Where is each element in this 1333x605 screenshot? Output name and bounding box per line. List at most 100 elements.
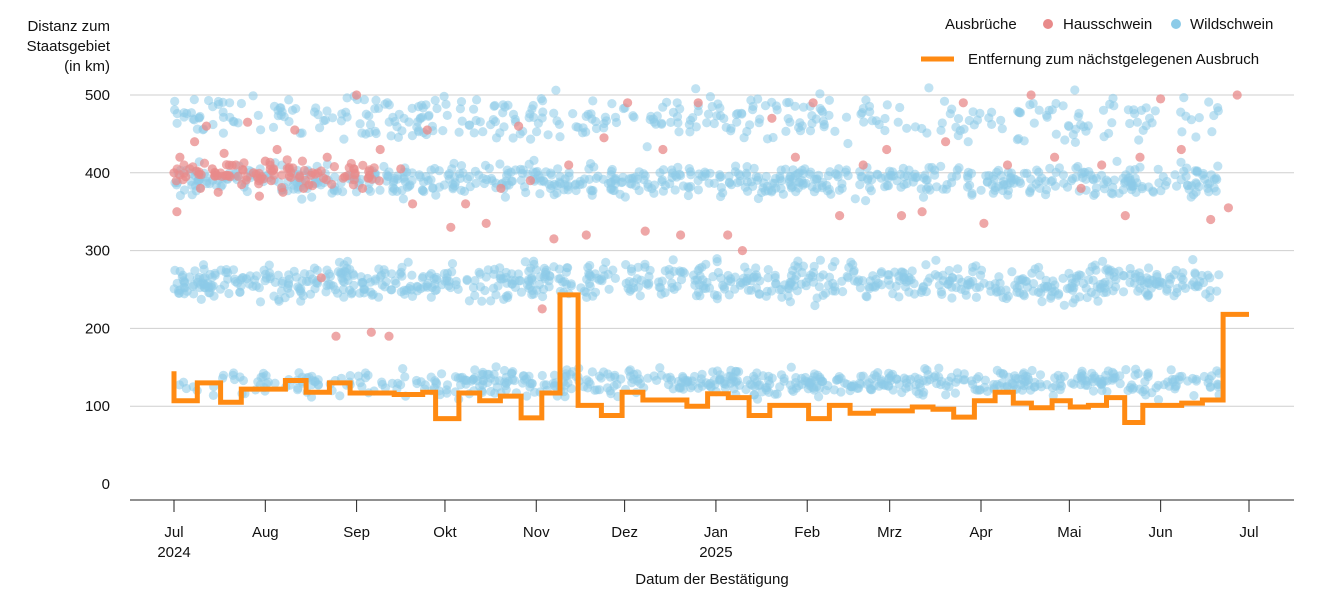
wildschwein-point: [577, 179, 588, 189]
wildschwein-point: [1214, 270, 1224, 280]
wildschwein-point: [1060, 135, 1070, 145]
wildschwein-point: [1087, 374, 1097, 384]
wildschwein-point: [1170, 170, 1180, 180]
wildschwein-point: [969, 120, 979, 130]
wildschwein-point: [1058, 273, 1068, 283]
wildschwein-point: [174, 380, 185, 390]
wildschwein-point: [668, 255, 678, 265]
wildschwein-point: [377, 379, 387, 390]
wildschwein-point: [1125, 165, 1135, 175]
wildschwein-point: [1098, 105, 1109, 115]
wildschwein-point: [1001, 285, 1011, 295]
wildschwein-point: [181, 383, 191, 394]
wildschwein-point: [601, 116, 612, 126]
wildschwein-point: [606, 177, 616, 187]
hausschwein-point: [299, 165, 309, 176]
wildschwein-point: [870, 370, 880, 380]
wildschwein-point: [901, 383, 911, 393]
wildschwein-point: [1211, 186, 1221, 196]
wildschwein-point: [386, 131, 396, 141]
wildschwein-point: [662, 97, 672, 107]
hausschwein-point: [243, 117, 253, 127]
wildschwein-point: [447, 267, 457, 277]
wildschwein-point: [933, 271, 943, 281]
wildschwein-point: [468, 283, 479, 293]
wildschwein-point: [537, 113, 547, 123]
hausschwein-point: [322, 152, 332, 162]
wildschwein-point: [284, 95, 294, 105]
wildschwein-point: [676, 170, 686, 181]
wildschwein-point: [676, 378, 687, 388]
wildschwein-point: [297, 128, 307, 138]
wildschwein-point: [986, 286, 996, 296]
wildschwein-point: [918, 192, 929, 202]
wildschwein-point: [801, 281, 811, 291]
hausschwein-point: [210, 171, 220, 181]
wildschwein-point: [791, 187, 801, 197]
wildschwein-point: [339, 260, 349, 270]
x-tick-label: Apr: [969, 524, 992, 541]
wildschwein-point: [982, 386, 993, 396]
wildschwein-point: [493, 281, 503, 291]
hausschwein-point: [549, 234, 559, 244]
wildschwein-point: [1213, 382, 1223, 392]
wildschwein-point: [434, 182, 444, 192]
wildschwein-point: [754, 118, 764, 128]
wildschwein-point: [1058, 101, 1068, 111]
wildschwein-point: [884, 374, 894, 384]
wildschwein-point: [899, 180, 909, 190]
wildschwein-point: [555, 273, 566, 284]
wildschwein-point: [1109, 101, 1119, 111]
wildschwein-point: [715, 172, 725, 182]
wildschwein-point: [1132, 117, 1142, 127]
wildschwein-point: [732, 178, 743, 188]
wildschwein-point: [752, 394, 763, 404]
hausschwein-point: [384, 331, 394, 341]
wildschwein-point: [924, 83, 934, 93]
wildschwein-point: [1189, 391, 1199, 401]
wildschwein-point: [568, 109, 578, 119]
wildschwein-point: [726, 274, 736, 284]
x-tick-label: Mrz: [877, 524, 902, 541]
wildschwein-point: [824, 110, 834, 120]
wildschwein-point: [807, 182, 817, 192]
hausschwein-point: [265, 157, 275, 167]
wildschwein-point: [731, 366, 741, 376]
hausschwein-point: [581, 230, 591, 240]
wildschwein-point: [842, 379, 852, 389]
hausschwein-point: [364, 167, 374, 177]
wildschwein-point: [416, 377, 426, 387]
hausschwein-point: [767, 113, 777, 123]
distance-step-line: [171, 292, 1249, 425]
hausschwein-point: [640, 226, 650, 236]
wildschwein-point: [608, 185, 618, 195]
wildschwein-point: [683, 190, 694, 201]
wildschwein-point: [999, 369, 1009, 380]
wildschwein-point: [611, 117, 622, 128]
wildschwein-point: [568, 367, 578, 377]
wildschwein-point: [453, 284, 463, 294]
hausschwein-point: [858, 160, 868, 170]
hausschwein-point: [1076, 183, 1086, 193]
wildschwein-point: [1054, 289, 1064, 299]
wildschwein-point: [742, 162, 752, 172]
wildschwein-point: [798, 102, 809, 112]
hausschwein-point: [979, 218, 989, 228]
wildschwein-point: [712, 294, 722, 304]
wildschwein-point: [370, 104, 380, 114]
wildschwein-point: [185, 272, 195, 282]
wildschwein-point: [657, 176, 667, 187]
wildschwein-point: [941, 381, 951, 391]
wildschwein-point: [527, 379, 537, 389]
wildschwein-point: [1130, 173, 1140, 183]
hausschwein-point: [496, 183, 506, 193]
wildschwein-point: [358, 277, 368, 288]
wildschwein-point: [1096, 283, 1106, 293]
wildschwein-point: [824, 184, 834, 194]
wildschwein-point: [170, 96, 180, 106]
wildschwein-point: [172, 118, 182, 128]
wildschwein-point: [1162, 286, 1172, 296]
hausschwein-point: [1097, 160, 1107, 170]
wildschwein-point: [1160, 180, 1171, 190]
